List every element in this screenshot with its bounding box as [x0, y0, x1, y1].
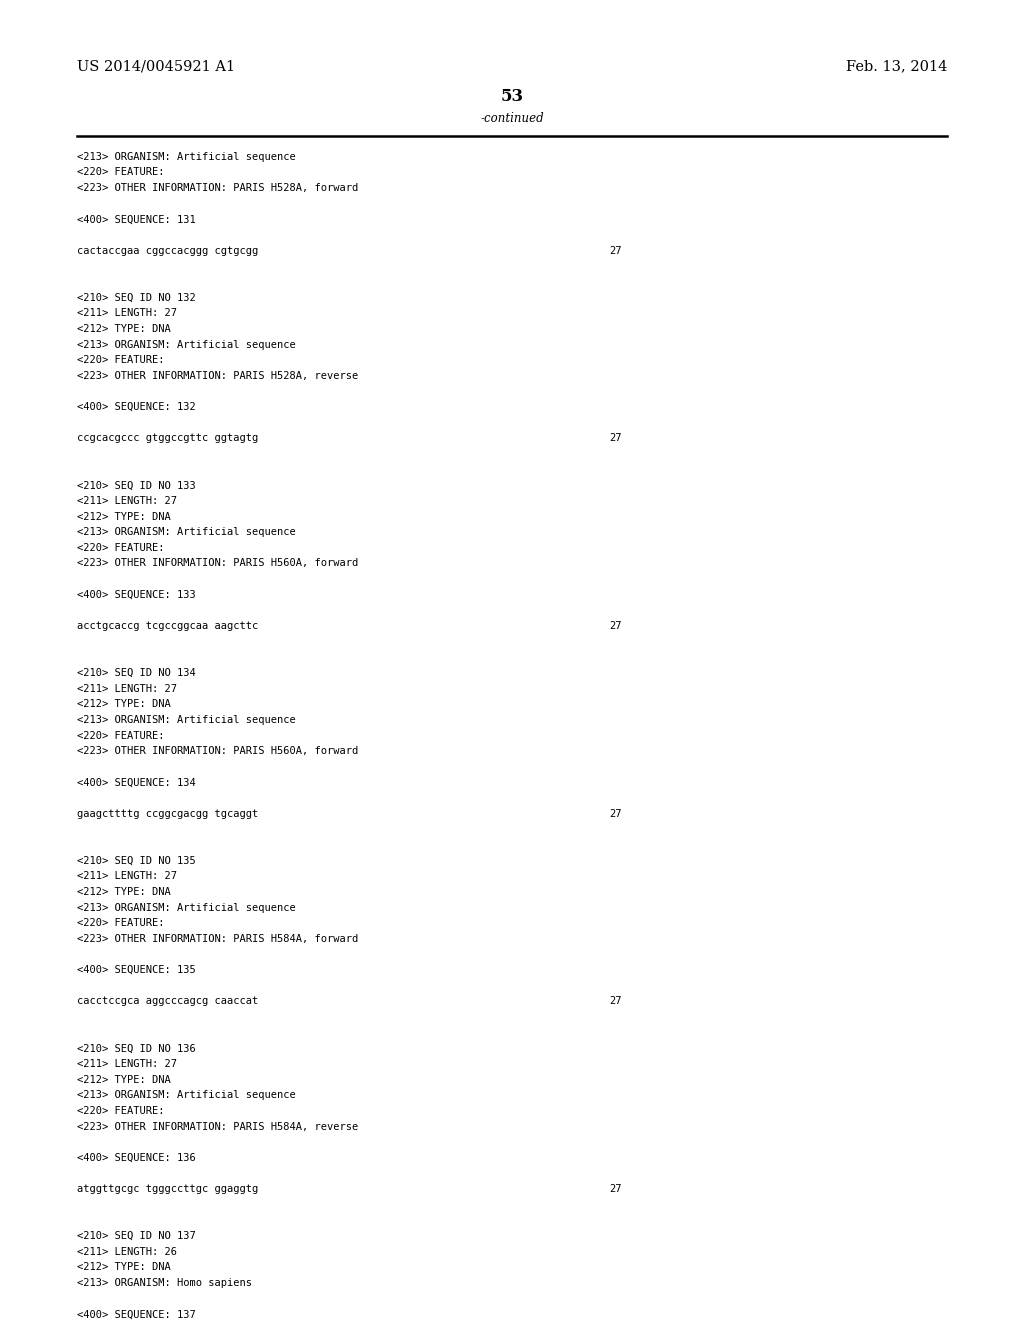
Text: 27: 27 [609, 809, 622, 818]
Text: <212> TYPE: DNA: <212> TYPE: DNA [77, 887, 171, 898]
Text: <212> TYPE: DNA: <212> TYPE: DNA [77, 700, 171, 709]
Text: <212> TYPE: DNA: <212> TYPE: DNA [77, 512, 171, 521]
Text: <212> TYPE: DNA: <212> TYPE: DNA [77, 1262, 171, 1272]
Text: 53: 53 [501, 88, 523, 106]
Text: <213> ORGANISM: Artificial sequence: <213> ORGANISM: Artificial sequence [77, 1090, 296, 1101]
Text: 27: 27 [609, 620, 622, 631]
Text: 27: 27 [609, 433, 622, 444]
Text: <210> SEQ ID NO 136: <210> SEQ ID NO 136 [77, 1043, 196, 1053]
Text: 27: 27 [609, 997, 622, 1006]
Text: <213> ORGANISM: Artificial sequence: <213> ORGANISM: Artificial sequence [77, 715, 296, 725]
Text: <223> OTHER INFORMATION: PARIS H528A, forward: <223> OTHER INFORMATION: PARIS H528A, fo… [77, 183, 358, 193]
Text: <223> OTHER INFORMATION: PARIS H560A, forward: <223> OTHER INFORMATION: PARIS H560A, fo… [77, 746, 358, 756]
Text: <223> OTHER INFORMATION: PARIS H584A, reverse: <223> OTHER INFORMATION: PARIS H584A, re… [77, 1122, 358, 1131]
Text: <213> ORGANISM: Artificial sequence: <213> ORGANISM: Artificial sequence [77, 152, 296, 162]
Text: <400> SEQUENCE: 134: <400> SEQUENCE: 134 [77, 777, 196, 788]
Text: <210> SEQ ID NO 134: <210> SEQ ID NO 134 [77, 668, 196, 678]
Text: -continued: -continued [480, 112, 544, 125]
Text: <400> SEQUENCE: 136: <400> SEQUENCE: 136 [77, 1152, 196, 1163]
Text: <220> FEATURE:: <220> FEATURE: [77, 919, 164, 928]
Text: acctgcaccg tcgccggcaa aagcttc: acctgcaccg tcgccggcaa aagcttc [77, 620, 258, 631]
Text: 27: 27 [609, 1184, 622, 1195]
Text: gaagcttttg ccggcgacgg tgcaggt: gaagcttttg ccggcgacgg tgcaggt [77, 809, 258, 818]
Text: <220> FEATURE:: <220> FEATURE: [77, 168, 164, 177]
Text: <210> SEQ ID NO 132: <210> SEQ ID NO 132 [77, 293, 196, 302]
Text: <212> TYPE: DNA: <212> TYPE: DNA [77, 1074, 171, 1085]
Text: cacctccgca aggcccagcg caaccat: cacctccgca aggcccagcg caaccat [77, 997, 258, 1006]
Text: US 2014/0045921 A1: US 2014/0045921 A1 [77, 59, 234, 74]
Text: <400> SEQUENCE: 137: <400> SEQUENCE: 137 [77, 1309, 196, 1319]
Text: atggttgcgc tgggccttgc ggaggtg: atggttgcgc tgggccttgc ggaggtg [77, 1184, 258, 1195]
Text: <213> ORGANISM: Artificial sequence: <213> ORGANISM: Artificial sequence [77, 527, 296, 537]
Text: <210> SEQ ID NO 135: <210> SEQ ID NO 135 [77, 855, 196, 866]
Text: <210> SEQ ID NO 137: <210> SEQ ID NO 137 [77, 1232, 196, 1241]
Text: <223> OTHER INFORMATION: PARIS H560A, forward: <223> OTHER INFORMATION: PARIS H560A, fo… [77, 558, 358, 569]
Text: Feb. 13, 2014: Feb. 13, 2014 [846, 59, 947, 74]
Text: <220> FEATURE:: <220> FEATURE: [77, 543, 164, 553]
Text: <220> FEATURE:: <220> FEATURE: [77, 1106, 164, 1115]
Text: <211> LENGTH: 27: <211> LENGTH: 27 [77, 309, 177, 318]
Text: <210> SEQ ID NO 133: <210> SEQ ID NO 133 [77, 480, 196, 490]
Text: <211> LENGTH: 26: <211> LENGTH: 26 [77, 1246, 177, 1257]
Text: <400> SEQUENCE: 133: <400> SEQUENCE: 133 [77, 590, 196, 599]
Text: <400> SEQUENCE: 132: <400> SEQUENCE: 132 [77, 403, 196, 412]
Text: <211> LENGTH: 27: <211> LENGTH: 27 [77, 496, 177, 506]
Text: <400> SEQUENCE: 131: <400> SEQUENCE: 131 [77, 214, 196, 224]
Text: <220> FEATURE:: <220> FEATURE: [77, 355, 164, 366]
Text: 27: 27 [609, 246, 622, 256]
Text: <211> LENGTH: 27: <211> LENGTH: 27 [77, 684, 177, 693]
Text: <211> LENGTH: 27: <211> LENGTH: 27 [77, 1059, 177, 1069]
Text: <220> FEATURE:: <220> FEATURE: [77, 730, 164, 741]
Text: <213> ORGANISM: Artificial sequence: <213> ORGANISM: Artificial sequence [77, 339, 296, 350]
Text: <211> LENGTH: 27: <211> LENGTH: 27 [77, 871, 177, 882]
Text: <400> SEQUENCE: 135: <400> SEQUENCE: 135 [77, 965, 196, 975]
Text: ccgcacgccc gtggccgttc ggtagtg: ccgcacgccc gtggccgttc ggtagtg [77, 433, 258, 444]
Text: <223> OTHER INFORMATION: PARIS H528A, reverse: <223> OTHER INFORMATION: PARIS H528A, re… [77, 371, 358, 380]
Text: cactaccgaa cggccacggg cgtgcgg: cactaccgaa cggccacggg cgtgcgg [77, 246, 258, 256]
Text: <213> ORGANISM: Homo sapiens: <213> ORGANISM: Homo sapiens [77, 1278, 252, 1288]
Text: <212> TYPE: DNA: <212> TYPE: DNA [77, 323, 171, 334]
Text: <213> ORGANISM: Artificial sequence: <213> ORGANISM: Artificial sequence [77, 903, 296, 912]
Text: <223> OTHER INFORMATION: PARIS H584A, forward: <223> OTHER INFORMATION: PARIS H584A, fo… [77, 935, 358, 944]
